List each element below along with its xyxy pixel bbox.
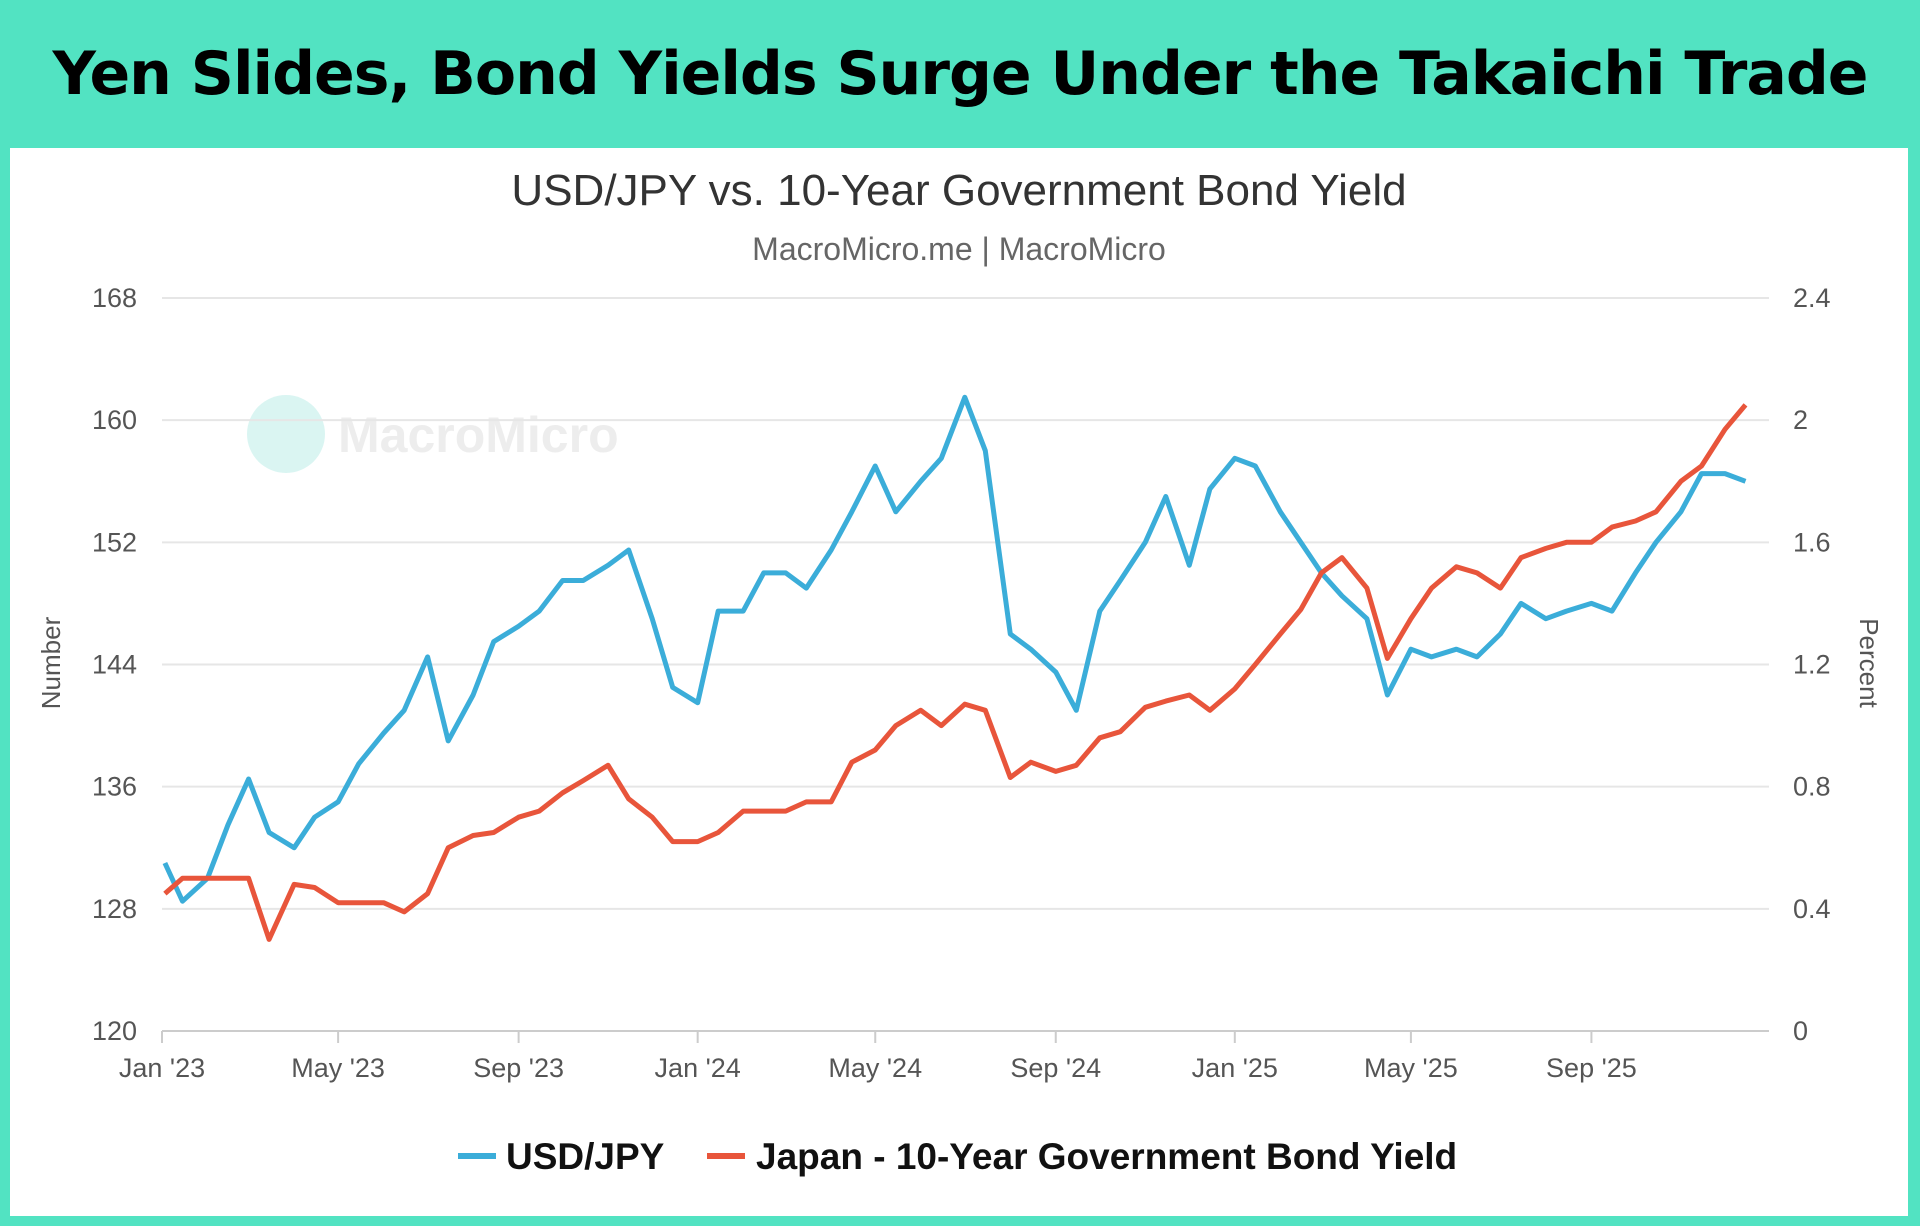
x-tick-label: Jan '23 bbox=[119, 1053, 205, 1083]
chart-title: USD/JPY vs. 10-Year Government Bond Yiel… bbox=[511, 166, 1406, 215]
x-tick-label: May '24 bbox=[828, 1053, 922, 1083]
watermark-logo-icon bbox=[247, 395, 325, 473]
x-tick-label: Jan '25 bbox=[1192, 1053, 1278, 1083]
y-right-tick-label: 1.6 bbox=[1793, 527, 1831, 557]
chart-panel: USD/JPY vs. 10-Year Government Bond Yiel… bbox=[10, 148, 1908, 1216]
legend-label-usdjpy[interactable]: USD/JPY bbox=[506, 1136, 665, 1177]
legend-label-jgb[interactable]: Japan - 10-Year Government Bond Yield bbox=[756, 1136, 1457, 1177]
x-tick-label: May '23 bbox=[291, 1053, 385, 1083]
x-tick-label: Sep '25 bbox=[1546, 1053, 1637, 1083]
chart-subtitle: MacroMicro.me | MacroMicro bbox=[752, 231, 1166, 267]
y-right-tick-label: 2 bbox=[1793, 405, 1808, 435]
watermark: MacroMicro bbox=[247, 395, 619, 473]
header-banner: Yen Slides, Bond Yields Surge Under the … bbox=[0, 0, 1920, 148]
x-tick-label: May '25 bbox=[1364, 1053, 1458, 1083]
x-tick-label: Sep '23 bbox=[473, 1053, 564, 1083]
x-tick-label: Jan '24 bbox=[655, 1053, 741, 1083]
y-right-tick-label: 0.8 bbox=[1793, 772, 1831, 802]
y-left-tick-label: 144 bbox=[92, 650, 137, 680]
headline: Yen Slides, Bond Yields Surge Under the … bbox=[52, 39, 1869, 109]
y-left-tick-label: 168 bbox=[92, 283, 137, 313]
chart: USD/JPY vs. 10-Year Government Bond Yiel… bbox=[36, 166, 1884, 1177]
y-right-tick-label: 1.2 bbox=[1793, 650, 1831, 680]
y-left-tick-label: 136 bbox=[92, 772, 137, 802]
y-right-axis-label: Percent bbox=[1854, 618, 1884, 708]
y-left-tick-label: 128 bbox=[92, 894, 137, 924]
series-line-usdjpy bbox=[162, 394, 1747, 904]
y-right-tick-label: 2.4 bbox=[1793, 283, 1831, 313]
y-left-tick-label: 160 bbox=[92, 405, 137, 435]
x-tick-label: Sep '24 bbox=[1010, 1053, 1101, 1083]
y-left-axis-label: Number bbox=[36, 616, 66, 709]
y-right-tick-label: 0.4 bbox=[1793, 894, 1831, 924]
y-left-tick-label: 152 bbox=[92, 527, 137, 557]
legend: USD/JPY Japan - 10-Year Government Bond … bbox=[458, 1136, 1457, 1177]
y-right-tick-label: 0 bbox=[1793, 1016, 1808, 1046]
watermark-text: MacroMicro bbox=[338, 407, 619, 463]
series-line-jgb-yield bbox=[163, 403, 1748, 942]
y-left-tick-label: 120 bbox=[92, 1016, 137, 1046]
